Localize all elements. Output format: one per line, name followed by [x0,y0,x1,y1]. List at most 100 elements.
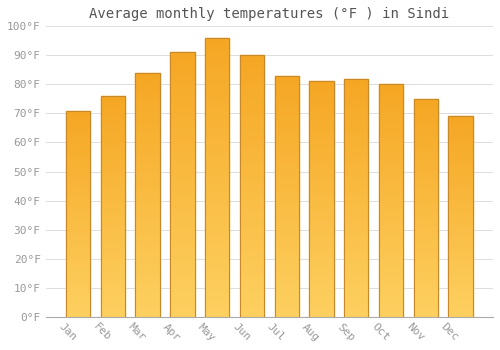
Bar [344,255,368,260]
Bar [205,189,230,194]
Bar [344,264,368,269]
Bar [310,218,334,223]
Bar [170,280,194,285]
Bar [274,95,299,100]
Bar [205,261,230,267]
Bar [170,142,194,148]
Bar [100,246,125,251]
Bar [414,247,438,251]
Bar [344,103,368,107]
Bar [136,273,160,278]
Bar [414,103,438,108]
Bar [448,148,472,152]
Bar [100,264,125,268]
Bar [136,102,160,107]
Bar [274,264,299,268]
Bar [136,112,160,117]
Bar [136,161,160,166]
Bar [136,214,160,219]
Bar [448,248,472,253]
Bar [310,124,334,128]
Bar [136,239,160,244]
Bar [170,111,194,116]
Bar [100,281,125,286]
Bar [310,241,334,246]
Bar [66,193,90,197]
Bar [448,193,472,197]
Bar [136,92,160,97]
Bar [240,223,264,228]
Bar [100,242,125,246]
Bar [344,136,368,140]
Bar [205,172,230,177]
Bar [100,149,125,153]
Bar [136,258,160,263]
Bar [310,246,334,251]
Bar [100,255,125,259]
Bar [205,94,230,99]
Bar [344,117,368,121]
Bar [170,84,194,90]
Bar [344,293,368,298]
Bar [66,205,90,210]
Bar [448,145,472,148]
Bar [170,68,194,74]
Bar [274,182,299,187]
Bar [66,275,90,280]
Bar [344,279,368,284]
Bar [344,222,368,226]
Bar [274,230,299,235]
Bar [379,270,403,275]
Bar [414,160,438,164]
Bar [344,131,368,136]
Bar [136,121,160,126]
Bar [170,190,194,195]
Bar [100,122,125,127]
Bar [414,134,438,138]
Bar [100,96,125,100]
Bar [170,301,194,306]
Bar [205,133,230,138]
Bar [310,265,334,270]
Bar [274,80,299,85]
Bar [274,312,299,317]
Bar [448,132,472,137]
Bar [310,274,334,279]
Bar [136,146,160,151]
Bar [344,174,368,178]
Bar [310,251,334,256]
Bar [414,243,438,247]
Bar [136,307,160,312]
Bar [136,175,160,180]
Bar [448,237,472,241]
Bar [310,270,334,274]
Bar [205,183,230,189]
Bar [448,124,472,128]
Bar [414,221,438,225]
Bar [414,278,438,282]
Bar [66,309,90,313]
Bar [66,123,90,127]
Bar [414,116,438,121]
Bar [414,212,438,217]
Bar [448,116,472,317]
Bar [310,293,334,298]
Bar [205,256,230,261]
Bar [205,88,230,94]
Bar [240,254,264,259]
Bar [274,216,299,220]
Bar [205,127,230,133]
Bar [274,244,299,249]
Bar [100,118,125,122]
Bar [240,181,264,186]
Bar [66,135,90,139]
Bar [205,311,230,317]
Bar [379,135,403,140]
Bar [448,253,472,257]
Bar [310,105,334,110]
Bar [310,143,334,147]
Bar [170,264,194,269]
Bar [344,107,368,112]
Bar [344,178,368,183]
Bar [240,55,264,317]
